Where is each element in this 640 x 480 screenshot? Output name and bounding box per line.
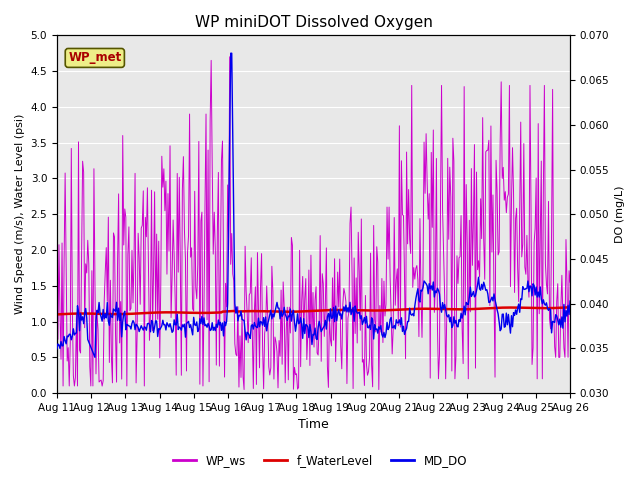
Y-axis label: DO (mg/L): DO (mg/L) <box>615 185 625 243</box>
Text: WP_met: WP_met <box>68 51 122 64</box>
Legend: WP_ws, f_WaterLevel, MD_DO: WP_ws, f_WaterLevel, MD_DO <box>168 449 472 472</box>
Title: WP miniDOT Dissolved Oxygen: WP miniDOT Dissolved Oxygen <box>195 15 433 30</box>
X-axis label: Time: Time <box>298 419 329 432</box>
Y-axis label: Wind Speed (m/s), Water Level (psi): Wind Speed (m/s), Water Level (psi) <box>15 114 25 314</box>
